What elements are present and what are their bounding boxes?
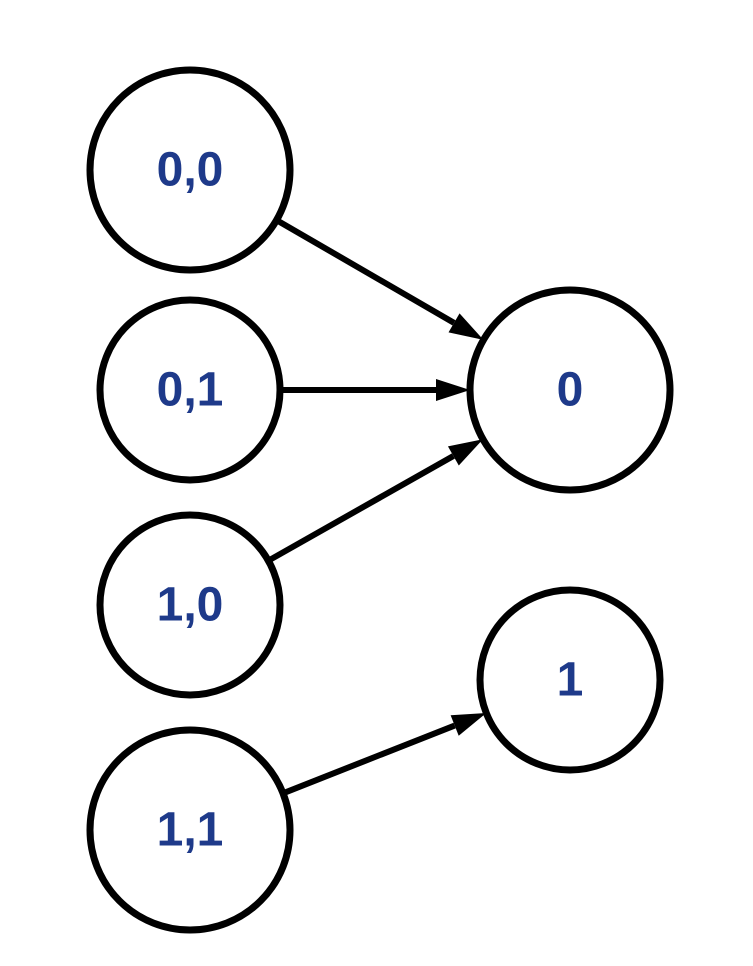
edge-in10-out0 xyxy=(268,456,453,561)
diagram-canvas: 0,0 0,1 1,0 1,1 0 1 xyxy=(0,0,753,966)
node-in01: 0,1 xyxy=(100,300,280,480)
node-in11: 1,1 xyxy=(90,730,290,930)
arrowhead-in00-out0 xyxy=(449,313,484,340)
node-label-in00: 0,0 xyxy=(157,144,224,197)
arrowhead-in10-out0 xyxy=(448,439,483,465)
node-out1: 1 xyxy=(480,590,660,770)
edge-in11-out1 xyxy=(283,726,455,794)
node-out0: 0 xyxy=(470,290,670,490)
node-in00: 0,0 xyxy=(90,70,290,270)
node-label-in11: 1,1 xyxy=(157,804,224,857)
node-label-out0: 0 xyxy=(557,364,584,417)
arrowhead-in11-out1 xyxy=(451,713,487,736)
node-in10: 1,0 xyxy=(100,515,280,695)
edge-in00-out0 xyxy=(277,220,454,323)
arrowhead-in01-out0 xyxy=(436,379,470,401)
node-label-out1: 1 xyxy=(557,654,584,707)
node-label-in10: 1,0 xyxy=(157,579,224,632)
node-label-in01: 0,1 xyxy=(157,364,224,417)
